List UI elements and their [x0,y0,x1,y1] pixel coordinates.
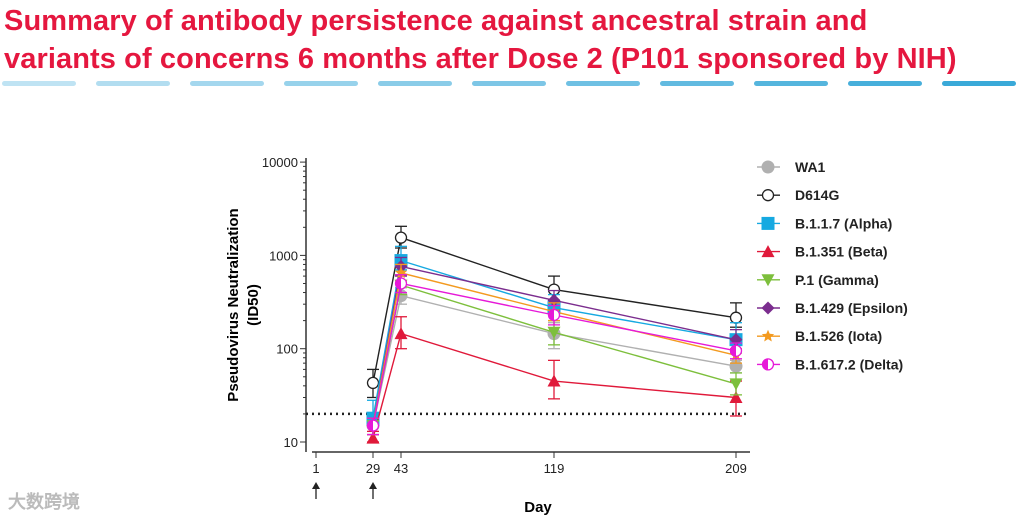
y-axis-label-unit: (ID50) [245,284,262,326]
y-tick-label: 1000 [269,248,298,263]
x-axis-label: Day [524,499,552,516]
diamond-marker [761,301,775,315]
divider-dash [472,81,546,86]
series-line [372,236,737,384]
open-circle-marker [394,231,408,244]
page-title: Summary of antibody persistence against … [4,2,957,78]
y-tick-label: 100 [276,342,298,357]
legend-label: B.1.351 (Beta) [795,244,888,260]
series-b-1-617-2-delta- [366,274,743,436]
half-circle-fill [367,420,373,432]
half-circle-marker [761,358,775,371]
title-line-1: Summary of antibody persistence against … [4,5,868,37]
triangle-down-marker [729,378,743,391]
legend-item: B.1.351 (Beta) [757,244,888,260]
divider-dash [942,81,1016,86]
star-marker [761,329,775,342]
triangle-down-marker [761,274,775,287]
divider-dash [660,81,734,86]
divider-dash [2,81,76,86]
triangle-up-marker [761,245,775,258]
divider-dash [754,81,828,86]
x-tick-label: 1 [312,461,319,476]
triangle-up-marker [729,390,743,403]
divider-dash [848,81,922,86]
legend-label: B.1.526 (Iota) [795,328,882,344]
x-tick-label: 119 [544,461,565,476]
y-tick-label: 10 [284,435,298,450]
dose-arrow-head-icon [369,482,377,489]
legend-item: B.1.429 (Epsilon) [757,300,908,316]
half-circle-fill [395,277,401,289]
divider-dash [284,81,358,86]
x-tick-label: 29 [366,461,380,476]
square-marker [761,216,775,230]
legend-label: D614G [795,187,839,203]
triangle-up-marker [547,374,561,387]
legend-label: P.1 (Gamma) [795,272,879,288]
half-circle-fill [730,345,736,357]
legend-label: WA1 [795,159,826,175]
circle-marker [761,160,775,174]
series-line [372,332,737,439]
open-circle-marker [366,376,380,390]
legend-label: B.1.1.7 (Alpha) [795,215,892,231]
half-circle-marker [394,277,408,290]
divider-dash [566,81,640,86]
legend-item: B.1.526 (Iota) [757,328,882,344]
title-line-2: variants of concerns 6 months after Dose… [4,43,957,75]
open-circle-marker [761,189,775,202]
legend-item: B.1.1.7 (Alpha) [757,215,892,231]
legend-item: B.1.617.2 (Delta) [757,356,903,372]
half-circle-marker [547,308,561,322]
legend-label: B.1.429 (Epsilon) [795,300,908,316]
half-circle-fill [548,309,554,321]
half-circle-marker [366,419,380,432]
y-axis-label: Pseudovirus Neutralization [225,208,242,401]
legend-item: P.1 (Gamma) [757,272,879,288]
legend-label: B.1.617.2 (Delta) [795,356,903,372]
watermark: 大数跨境 [8,492,80,512]
diamond-marker [547,293,561,307]
x-tick-label: 43 [394,461,408,476]
legend-item: D614G [757,187,839,203]
open-circle-marker [729,311,743,324]
half-circle-fill [762,358,768,370]
divider-dash [96,81,170,86]
divider-dash [378,81,452,86]
series-line [372,259,737,419]
triangle-up-marker [366,431,380,444]
series-line [372,282,737,426]
triangle-down-marker [547,326,561,339]
y-tick-label: 10000 [262,155,298,170]
triangle-up-marker [394,327,408,340]
divider-dash [190,81,264,86]
half-circle-marker [729,344,743,357]
dose-arrow-head-icon [312,482,320,489]
dashed-divider [2,81,1016,86]
legend-item: WA1 [757,159,826,175]
series-line [372,294,737,426]
x-tick-label: 209 [725,461,747,476]
